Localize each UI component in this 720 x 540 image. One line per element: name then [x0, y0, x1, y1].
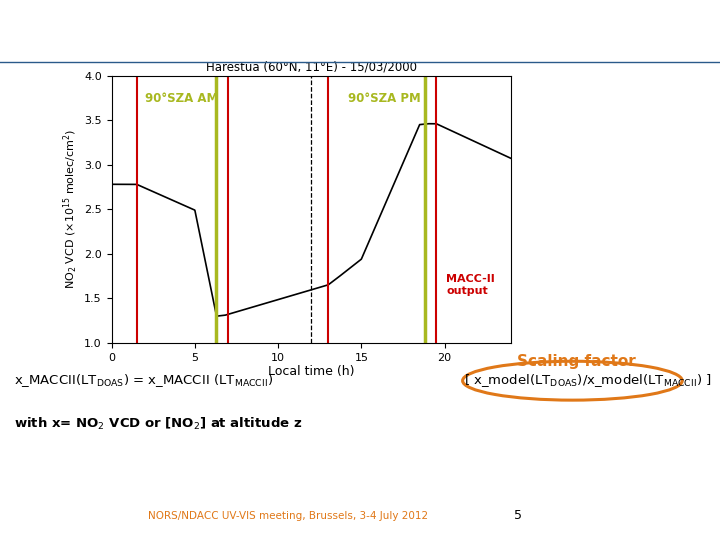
Text: NORS/NDACC UV-VIS meeting, Brussels, 3-4 July 2012: NORS/NDACC UV-VIS meeting, Brussels, 3-4…	[148, 511, 428, 521]
Text: 90°SZA PM: 90°SZA PM	[348, 92, 420, 105]
Title: Harestua (60°N, 11°E) - 15/03/2000: Harestua (60°N, 11°E) - 15/03/2000	[206, 60, 417, 73]
Text: 90°SZA AM: 90°SZA AM	[145, 92, 218, 105]
Text: MACC-II
output: MACC-II output	[446, 274, 495, 296]
Text: Scaling factor: Scaling factor	[517, 354, 635, 369]
Text: [ x_model(LT$_{\rm DOAS}$)/x_model(LT$_{\rm MACCII}$) ]: [ x_model(LT$_{\rm DOAS}$)/x_model(LT$_{…	[464, 372, 712, 389]
Text: 5: 5	[514, 509, 523, 522]
Text: 2: 2	[639, 31, 651, 49]
Y-axis label: NO$_2$ VCD ($\times$10$^{15}$ molec/cm$^2$): NO$_2$ VCD ($\times$10$^{15}$ molec/cm$^…	[62, 129, 80, 289]
X-axis label: Local time (h): Local time (h)	[268, 366, 355, 379]
Text: with x= NO$_2$ VCD or [NO$_2$] at altitude z: with x= NO$_2$ VCD or [NO$_2$] at altitu…	[14, 416, 302, 432]
Text: x_MACCII(LT$_{\rm DOAS}$) = x_MACCII (LT$_{\rm MACCII}$): x_MACCII(LT$_{\rm DOAS}$) = x_MACCII (LT…	[14, 372, 274, 389]
Text: Temporal interpolation: stratospheric NO: Temporal interpolation: stratospheric NO	[13, 18, 626, 44]
